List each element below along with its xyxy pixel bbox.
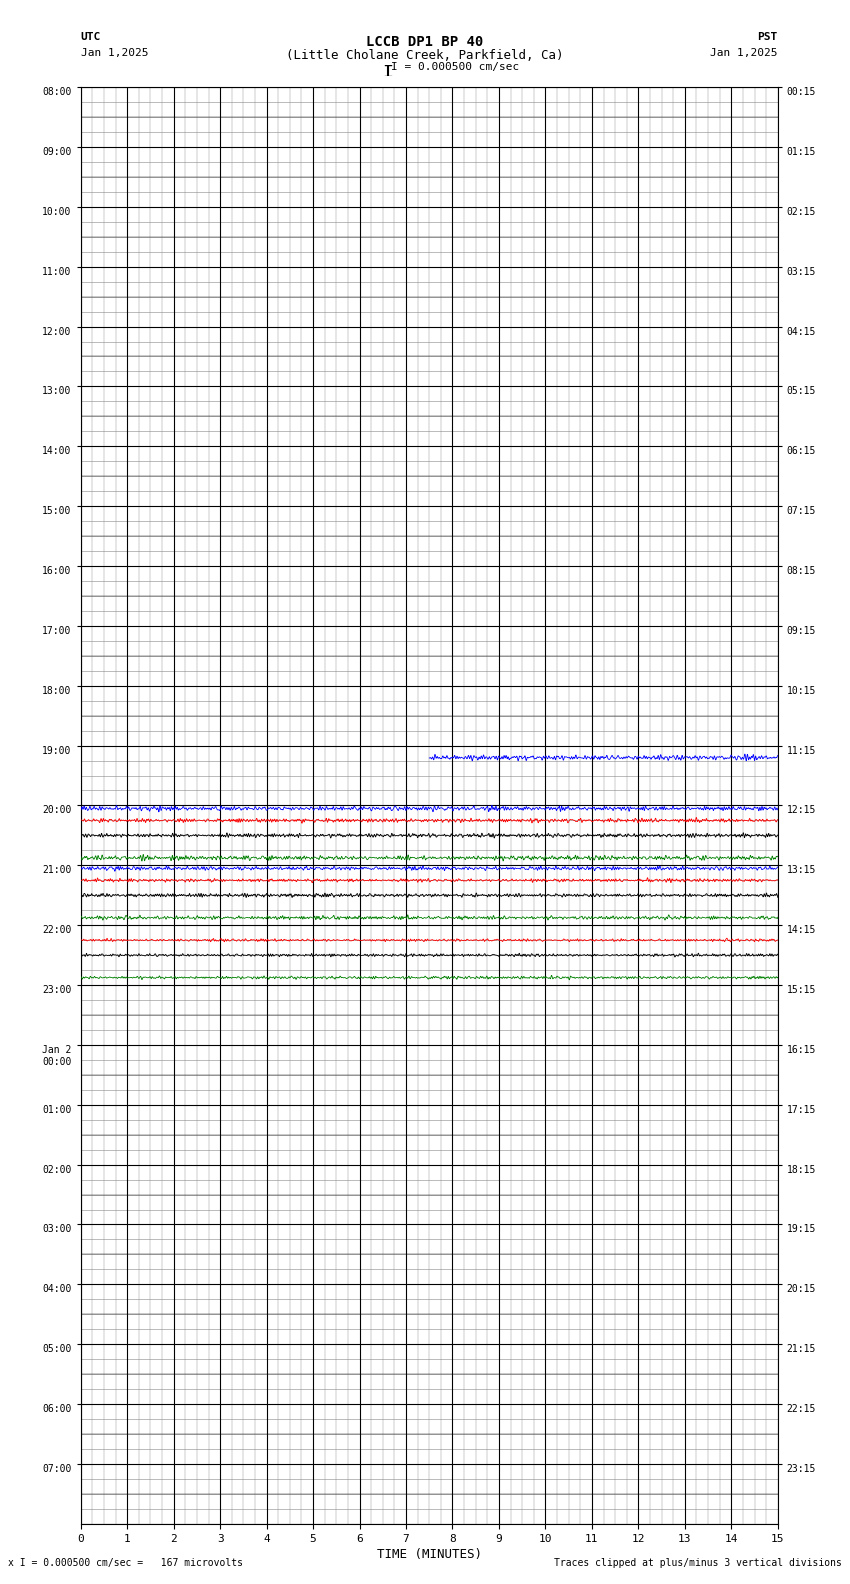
Text: (Little Cholane Creek, Parkfield, Ca): (Little Cholane Creek, Parkfield, Ca) xyxy=(286,49,564,62)
Text: x I = 0.000500 cm/sec =   167 microvolts: x I = 0.000500 cm/sec = 167 microvolts xyxy=(8,1559,243,1568)
X-axis label: TIME (MINUTES): TIME (MINUTES) xyxy=(377,1548,482,1560)
Text: Jan 1,2025: Jan 1,2025 xyxy=(711,48,778,57)
Text: Jan 1,2025: Jan 1,2025 xyxy=(81,48,148,57)
Text: I = 0.000500 cm/sec: I = 0.000500 cm/sec xyxy=(391,62,519,71)
Text: Traces clipped at plus/minus 3 vertical divisions: Traces clipped at plus/minus 3 vertical … xyxy=(553,1559,842,1568)
Text: UTC: UTC xyxy=(81,32,101,41)
Text: LCCB DP1 BP 40: LCCB DP1 BP 40 xyxy=(366,35,484,49)
Text: PST: PST xyxy=(757,32,778,41)
